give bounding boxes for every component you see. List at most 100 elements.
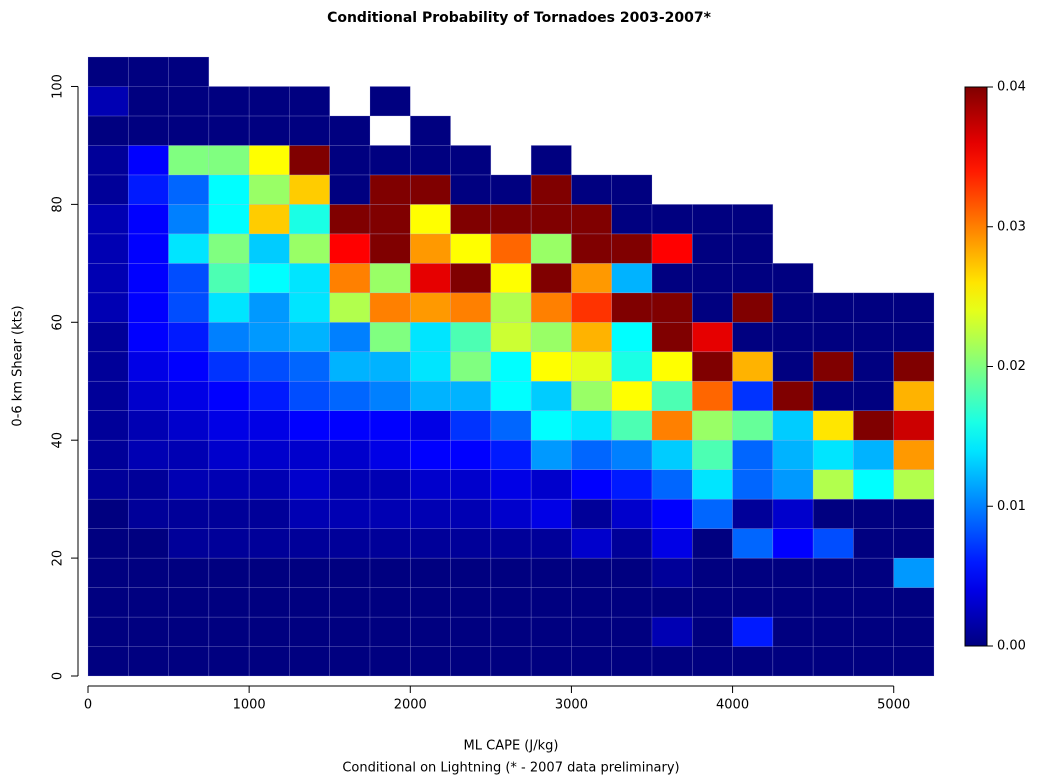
heatmap-cell <box>732 439 774 470</box>
heatmap-cell <box>87 204 129 235</box>
heatmap-cell <box>732 498 774 529</box>
heatmap-cell <box>450 646 492 677</box>
heatmap-cell <box>812 380 854 412</box>
heatmap-cell <box>772 616 814 647</box>
heatmap-cell <box>611 469 653 500</box>
colorbar-tick-label: 0.02 <box>997 359 1026 374</box>
heatmap-cell <box>127 646 169 677</box>
heatmap-cell <box>168 439 210 470</box>
heatmap-cell <box>409 174 451 205</box>
heatmap-cell <box>611 292 653 323</box>
heatmap-cell <box>168 145 210 176</box>
heatmap-cell <box>409 351 451 382</box>
y-tick-label: 40 <box>51 432 66 449</box>
heatmap-cell <box>651 233 693 264</box>
heatmap-cell <box>369 646 411 677</box>
heatmap-cell <box>208 498 250 529</box>
heatmap-cell <box>732 263 774 294</box>
heatmap-cell <box>127 351 169 382</box>
heatmap-cell <box>893 351 935 382</box>
heatmap-cell <box>732 292 774 323</box>
heatmap-cell <box>168 263 210 294</box>
heatmap-cell <box>87 469 129 500</box>
heatmap-cell <box>87 351 129 382</box>
heatmap-cell <box>289 174 331 205</box>
heatmap-cell <box>168 292 210 323</box>
heatmap-cell <box>289 528 331 559</box>
subtitle: Conditional on Lightning (* - 2007 data … <box>342 761 679 776</box>
heatmap-cell <box>893 410 935 441</box>
heatmap-cell <box>571 321 613 353</box>
heatmap-cell <box>168 174 210 205</box>
heatmap-cell <box>289 557 331 588</box>
heatmap-cell <box>651 469 693 500</box>
heatmap-cell <box>409 115 451 146</box>
heatmap-cell <box>248 292 290 323</box>
heatmap-cell <box>571 410 613 441</box>
heatmap-cell <box>369 233 411 264</box>
heatmap-cell <box>651 321 693 353</box>
heatmap-cell <box>329 380 371 412</box>
heatmap-cell <box>329 469 371 500</box>
heatmap-cell <box>530 351 572 382</box>
heatmap-cell <box>490 410 532 441</box>
heatmap-cell <box>208 380 250 412</box>
heatmap-cell <box>409 410 451 441</box>
heatmap-cell <box>691 439 733 470</box>
heatmap-cell <box>289 86 331 117</box>
heatmap-cell <box>409 498 451 529</box>
heatmap-cell <box>127 439 169 470</box>
heatmap-cell <box>208 145 250 176</box>
heatmap-cell <box>772 263 814 294</box>
heatmap-cell <box>530 204 572 235</box>
heatmap-cell <box>893 646 935 677</box>
heatmap-cell <box>490 646 532 677</box>
x-tick-label: 1000 <box>233 698 266 713</box>
heatmap-cell <box>127 292 169 323</box>
heatmap-cell <box>127 528 169 559</box>
heatmap-cell <box>208 557 250 588</box>
heatmap-cell <box>409 263 451 294</box>
heatmap-cell <box>248 321 290 353</box>
heatmap-cell <box>571 174 613 205</box>
heatmap-cell <box>289 380 331 412</box>
heatmap-cell <box>168 616 210 647</box>
heatmap-cell <box>369 380 411 412</box>
heatmap-cell <box>611 498 653 529</box>
heatmap-cell <box>329 351 371 382</box>
heatmap-cell <box>450 233 492 264</box>
heatmap-cell <box>208 646 250 677</box>
heatmap-cell <box>853 292 895 323</box>
heatmap-cell <box>530 528 572 559</box>
heatmap-cell <box>248 646 290 677</box>
heatmap-cell <box>248 410 290 441</box>
y-tick-label: 100 <box>51 74 66 99</box>
heatmap-cell <box>691 587 733 618</box>
colorbar-tick-label: 0.01 <box>997 499 1026 514</box>
heatmap-cell <box>409 469 451 500</box>
heatmap-cell <box>208 263 250 294</box>
heatmap-cell <box>651 557 693 588</box>
heatmap-cell <box>893 528 935 559</box>
heatmap-cell <box>530 498 572 529</box>
colorbar <box>964 86 988 647</box>
heatmap-cell <box>369 321 411 353</box>
heatmap-cell <box>369 351 411 382</box>
heatmap-cell <box>369 616 411 647</box>
heatmap-cell <box>691 616 733 647</box>
heatmap-cell <box>732 557 774 588</box>
heatmap-cell <box>691 646 733 677</box>
heatmap-cell <box>289 439 331 470</box>
heatmap-cell <box>812 410 854 441</box>
heatmap-cell <box>571 292 613 323</box>
heatmap-cell <box>248 204 290 235</box>
heatmap-cell <box>772 321 814 353</box>
heatmap-cell <box>651 380 693 412</box>
heatmap-cell <box>812 321 854 353</box>
heatmap-cell <box>450 204 492 235</box>
heatmap-cell <box>409 145 451 176</box>
heatmap-cell <box>168 56 210 87</box>
heatmap-cell <box>289 646 331 677</box>
heatmap-cell <box>893 439 935 470</box>
heatmap-cell <box>168 469 210 500</box>
